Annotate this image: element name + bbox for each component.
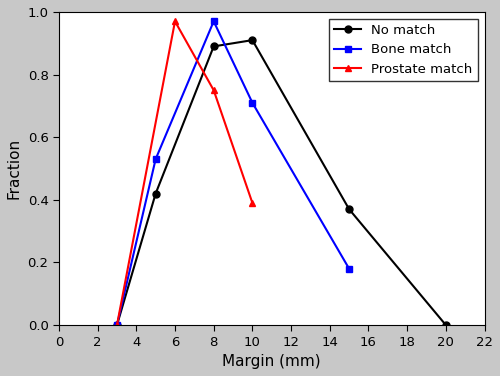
No match bbox=[346, 207, 352, 211]
Prostate match bbox=[250, 201, 256, 205]
Line: Prostate match: Prostate match bbox=[114, 18, 256, 329]
Line: Bone match: Bone match bbox=[114, 18, 352, 329]
Bone match bbox=[152, 157, 158, 161]
Bone match bbox=[250, 100, 256, 105]
Y-axis label: Fraction: Fraction bbox=[7, 138, 22, 199]
No match bbox=[443, 323, 449, 327]
Legend: No match, Bone match, Prostate match: No match, Bone match, Prostate match bbox=[329, 18, 478, 81]
X-axis label: Margin (mm): Margin (mm) bbox=[222, 354, 321, 369]
Bone match bbox=[346, 267, 352, 271]
No match bbox=[114, 323, 120, 327]
Line: No match: No match bbox=[114, 36, 450, 329]
Bone match bbox=[114, 323, 120, 327]
Prostate match bbox=[210, 88, 216, 92]
Bone match bbox=[210, 19, 216, 24]
No match bbox=[210, 44, 216, 49]
No match bbox=[152, 191, 158, 196]
Prostate match bbox=[172, 19, 178, 24]
Prostate match bbox=[114, 323, 120, 327]
No match bbox=[250, 38, 256, 42]
